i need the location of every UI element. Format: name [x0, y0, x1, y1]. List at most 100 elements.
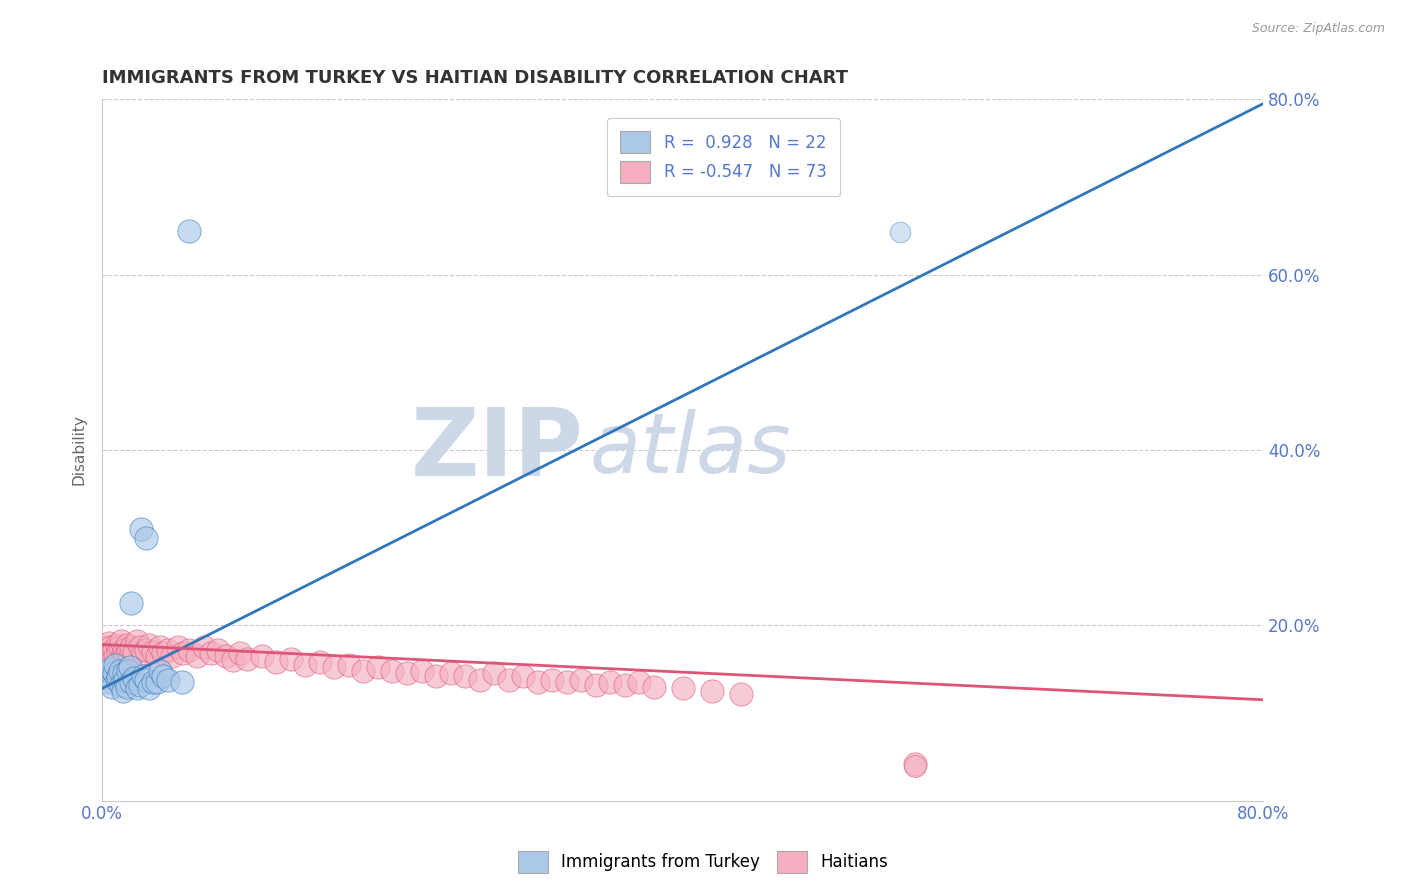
Point [207, 642, 229, 657]
Point [114, 648, 136, 663]
Point [613, 678, 636, 692]
Point [498, 673, 520, 687]
Point [129, 678, 152, 692]
Point [904, 758, 927, 772]
Y-axis label: Disability: Disability [72, 415, 86, 485]
Point [103, 642, 125, 657]
Text: ZIP: ZIP [411, 404, 583, 496]
Point [152, 646, 174, 660]
Point [149, 664, 172, 678]
Point [111, 646, 134, 660]
Legend: R =  0.928   N = 22, R = -0.547   N = 73: R = 0.928 N = 22, R = -0.547 N = 73 [607, 118, 839, 196]
Point [367, 660, 389, 674]
Point [411, 664, 433, 678]
Point [555, 675, 578, 690]
Point [101, 646, 124, 660]
Point [105, 638, 128, 652]
Text: atlas: atlas [591, 409, 792, 491]
Point [100, 640, 122, 655]
Point [132, 669, 155, 683]
Point [135, 673, 157, 687]
Point [120, 675, 142, 690]
Point [110, 634, 132, 648]
Point [115, 638, 138, 652]
Point [628, 675, 651, 690]
Point [118, 660, 141, 674]
Point [120, 640, 142, 655]
Point [125, 634, 148, 648]
Point [170, 675, 193, 690]
Point [200, 646, 222, 660]
Point [672, 681, 695, 696]
Point [309, 655, 332, 669]
Point [166, 640, 188, 655]
Point [112, 666, 135, 681]
Point [526, 675, 548, 690]
Point [599, 675, 621, 690]
Point [100, 662, 122, 676]
Point [98, 675, 121, 690]
Point [179, 224, 201, 238]
Point [643, 680, 665, 694]
Point [294, 657, 316, 672]
Point [229, 646, 252, 660]
Point [173, 646, 195, 660]
Point [132, 646, 155, 660]
Point [337, 657, 360, 672]
Point [512, 669, 534, 683]
Point [156, 642, 179, 657]
Point [104, 657, 127, 672]
Point [135, 531, 157, 545]
Point [152, 669, 174, 683]
Point [138, 638, 160, 652]
Point [103, 666, 125, 681]
Point [146, 648, 169, 663]
Point [186, 648, 208, 663]
Point [105, 673, 128, 687]
Point [111, 684, 134, 698]
Point [482, 666, 505, 681]
Point [381, 664, 404, 678]
Point [107, 644, 129, 658]
Point [138, 681, 160, 696]
Point [541, 673, 564, 687]
Point [280, 651, 302, 665]
Point [904, 756, 927, 771]
Point [700, 684, 723, 698]
Point [149, 640, 172, 655]
Point [118, 648, 141, 663]
Point [146, 675, 169, 690]
Point [108, 640, 131, 655]
Point [142, 675, 165, 690]
Point [585, 678, 607, 692]
Point [425, 669, 447, 683]
Point [250, 648, 273, 663]
Point [115, 680, 138, 694]
Point [266, 655, 288, 669]
Point [117, 664, 139, 678]
Point [110, 678, 132, 692]
Point [104, 648, 127, 663]
Point [353, 664, 375, 678]
Point [889, 226, 911, 240]
Point [222, 653, 245, 667]
Point [135, 642, 157, 657]
Point [156, 673, 179, 687]
Point [114, 673, 136, 687]
Point [236, 651, 259, 665]
Point [108, 664, 131, 678]
Point [468, 673, 491, 687]
Point [323, 660, 346, 674]
Text: IMMIGRANTS FROM TURKEY VS HAITIAN DISABILITY CORRELATION CHART: IMMIGRANTS FROM TURKEY VS HAITIAN DISABI… [103, 69, 848, 87]
Point [439, 666, 461, 681]
Point [193, 640, 215, 655]
Point [569, 673, 592, 687]
Point [131, 522, 153, 536]
Point [142, 644, 165, 658]
Point [101, 680, 124, 694]
Point [125, 681, 148, 696]
Point [730, 687, 752, 701]
Point [117, 644, 139, 658]
Point [120, 596, 142, 610]
Text: Source: ZipAtlas.com: Source: ZipAtlas.com [1251, 22, 1385, 36]
